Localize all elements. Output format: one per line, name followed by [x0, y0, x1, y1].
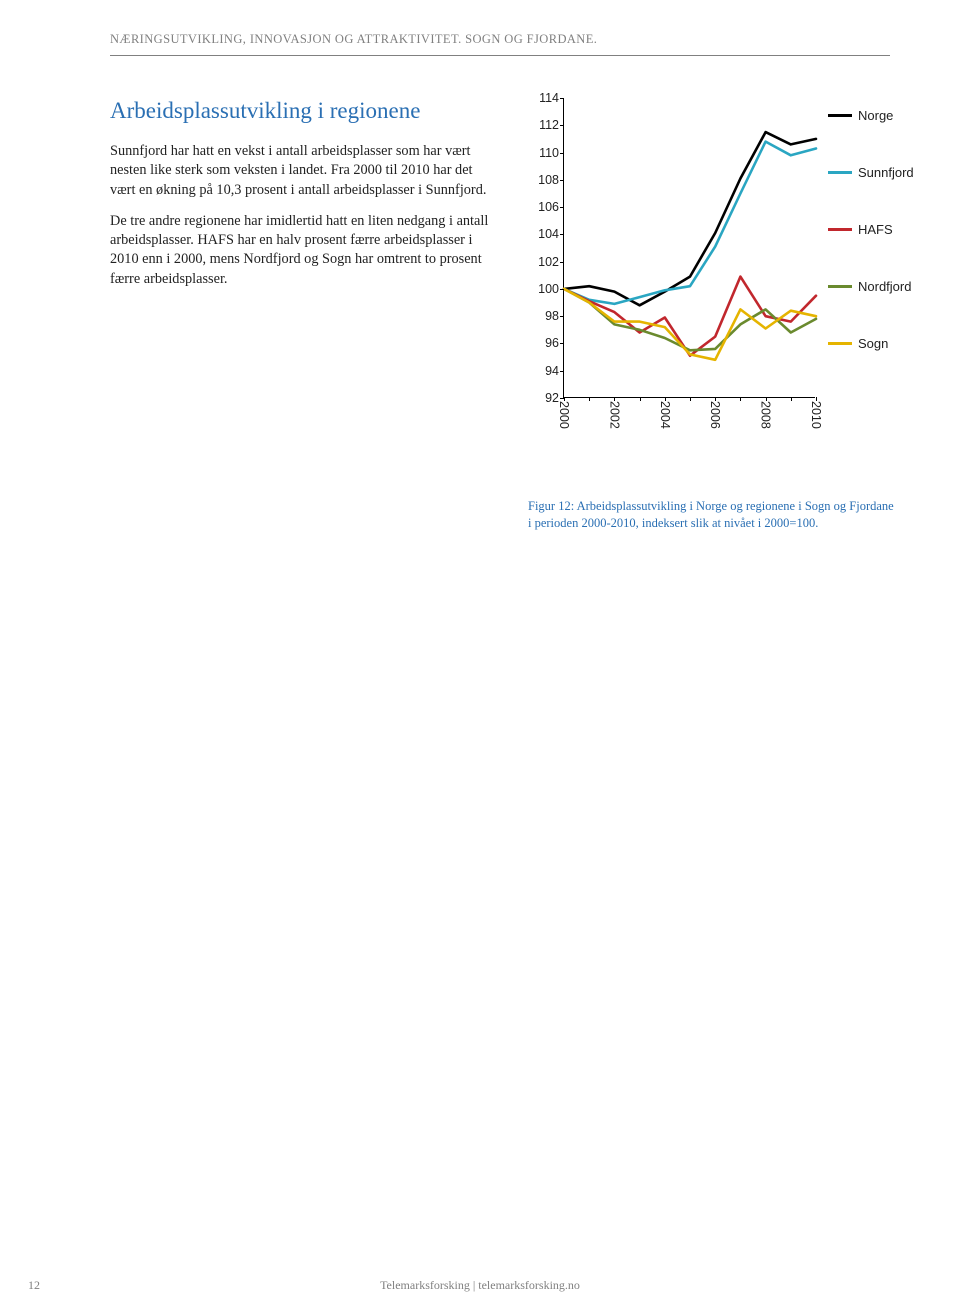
paragraph-2: De tre andre regionene har imidlertid ha…: [110, 212, 490, 289]
legend-swatch: [828, 114, 852, 117]
y-tick-label: 96: [529, 336, 559, 350]
x-tick-label: 2000: [557, 401, 571, 429]
legend-label: Sunnfjord: [858, 165, 914, 180]
y-tick-label: 102: [529, 255, 559, 269]
legend-swatch: [828, 228, 852, 231]
figure-caption: Figur 12: Arbeidsplassutvikling i Norge …: [528, 498, 898, 532]
y-tick-label: 112: [529, 118, 559, 132]
legend-label: HAFS: [858, 222, 893, 237]
y-tick-label: 106: [529, 200, 559, 214]
chart-column: 9294969810010210410610811011211420002002…: [528, 98, 898, 532]
y-tick-label: 110: [529, 146, 559, 160]
x-tick-label: 2004: [658, 401, 672, 429]
series-norge: [564, 132, 816, 305]
legend-label: Sogn: [858, 336, 888, 351]
legend-label: Nordfjord: [858, 279, 911, 294]
legend-item-sogn: Sogn: [828, 336, 914, 351]
y-tick-label: 94: [529, 364, 559, 378]
line-chart: 9294969810010210410610811011211420002002…: [528, 98, 898, 448]
section-title: Arbeidsplassutvikling i regionene: [110, 98, 490, 124]
text-column: Arbeidsplassutvikling i regionene Sunnfj…: [110, 98, 490, 532]
footer-text: Telemarksforsking | telemarksforsking.no: [0, 1278, 960, 1293]
y-tick-label: 104: [529, 227, 559, 241]
chart-legend: Norge Sunnfjord HAFS Nordfjord Sogn: [828, 108, 914, 393]
y-tick-label: 98: [529, 309, 559, 323]
x-tick-label: 2008: [759, 401, 773, 429]
running-head: NÆRINGSUTVIKLING, INNOVASJON OG ATTRAKTI…: [110, 32, 890, 56]
legend-swatch: [828, 171, 852, 174]
legend-swatch: [828, 285, 852, 288]
x-tick-label: 2002: [607, 401, 621, 429]
y-tick-label: 100: [529, 282, 559, 296]
legend-label: Norge: [858, 108, 893, 123]
legend-item-norge: Norge: [828, 108, 914, 123]
legend-swatch: [828, 342, 852, 345]
page-footer: 12 Telemarksforsking | telemarksforsking…: [0, 1278, 960, 1293]
page-number: 12: [28, 1278, 40, 1293]
series-sunnfjord: [564, 142, 816, 304]
x-tick-label: 2010: [809, 401, 823, 429]
chart-lines: [564, 98, 816, 398]
legend-item-nordfjord: Nordfjord: [828, 279, 914, 294]
y-tick-label: 92: [529, 391, 559, 405]
paragraph-1: Sunnfjord har hatt en vekst i antall arb…: [110, 142, 490, 200]
x-tick-label: 2006: [708, 401, 722, 429]
y-tick-label: 108: [529, 173, 559, 187]
legend-item-sunnfjord: Sunnfjord: [828, 165, 914, 180]
y-tick-label: 114: [529, 91, 559, 105]
legend-item-hafs: HAFS: [828, 222, 914, 237]
